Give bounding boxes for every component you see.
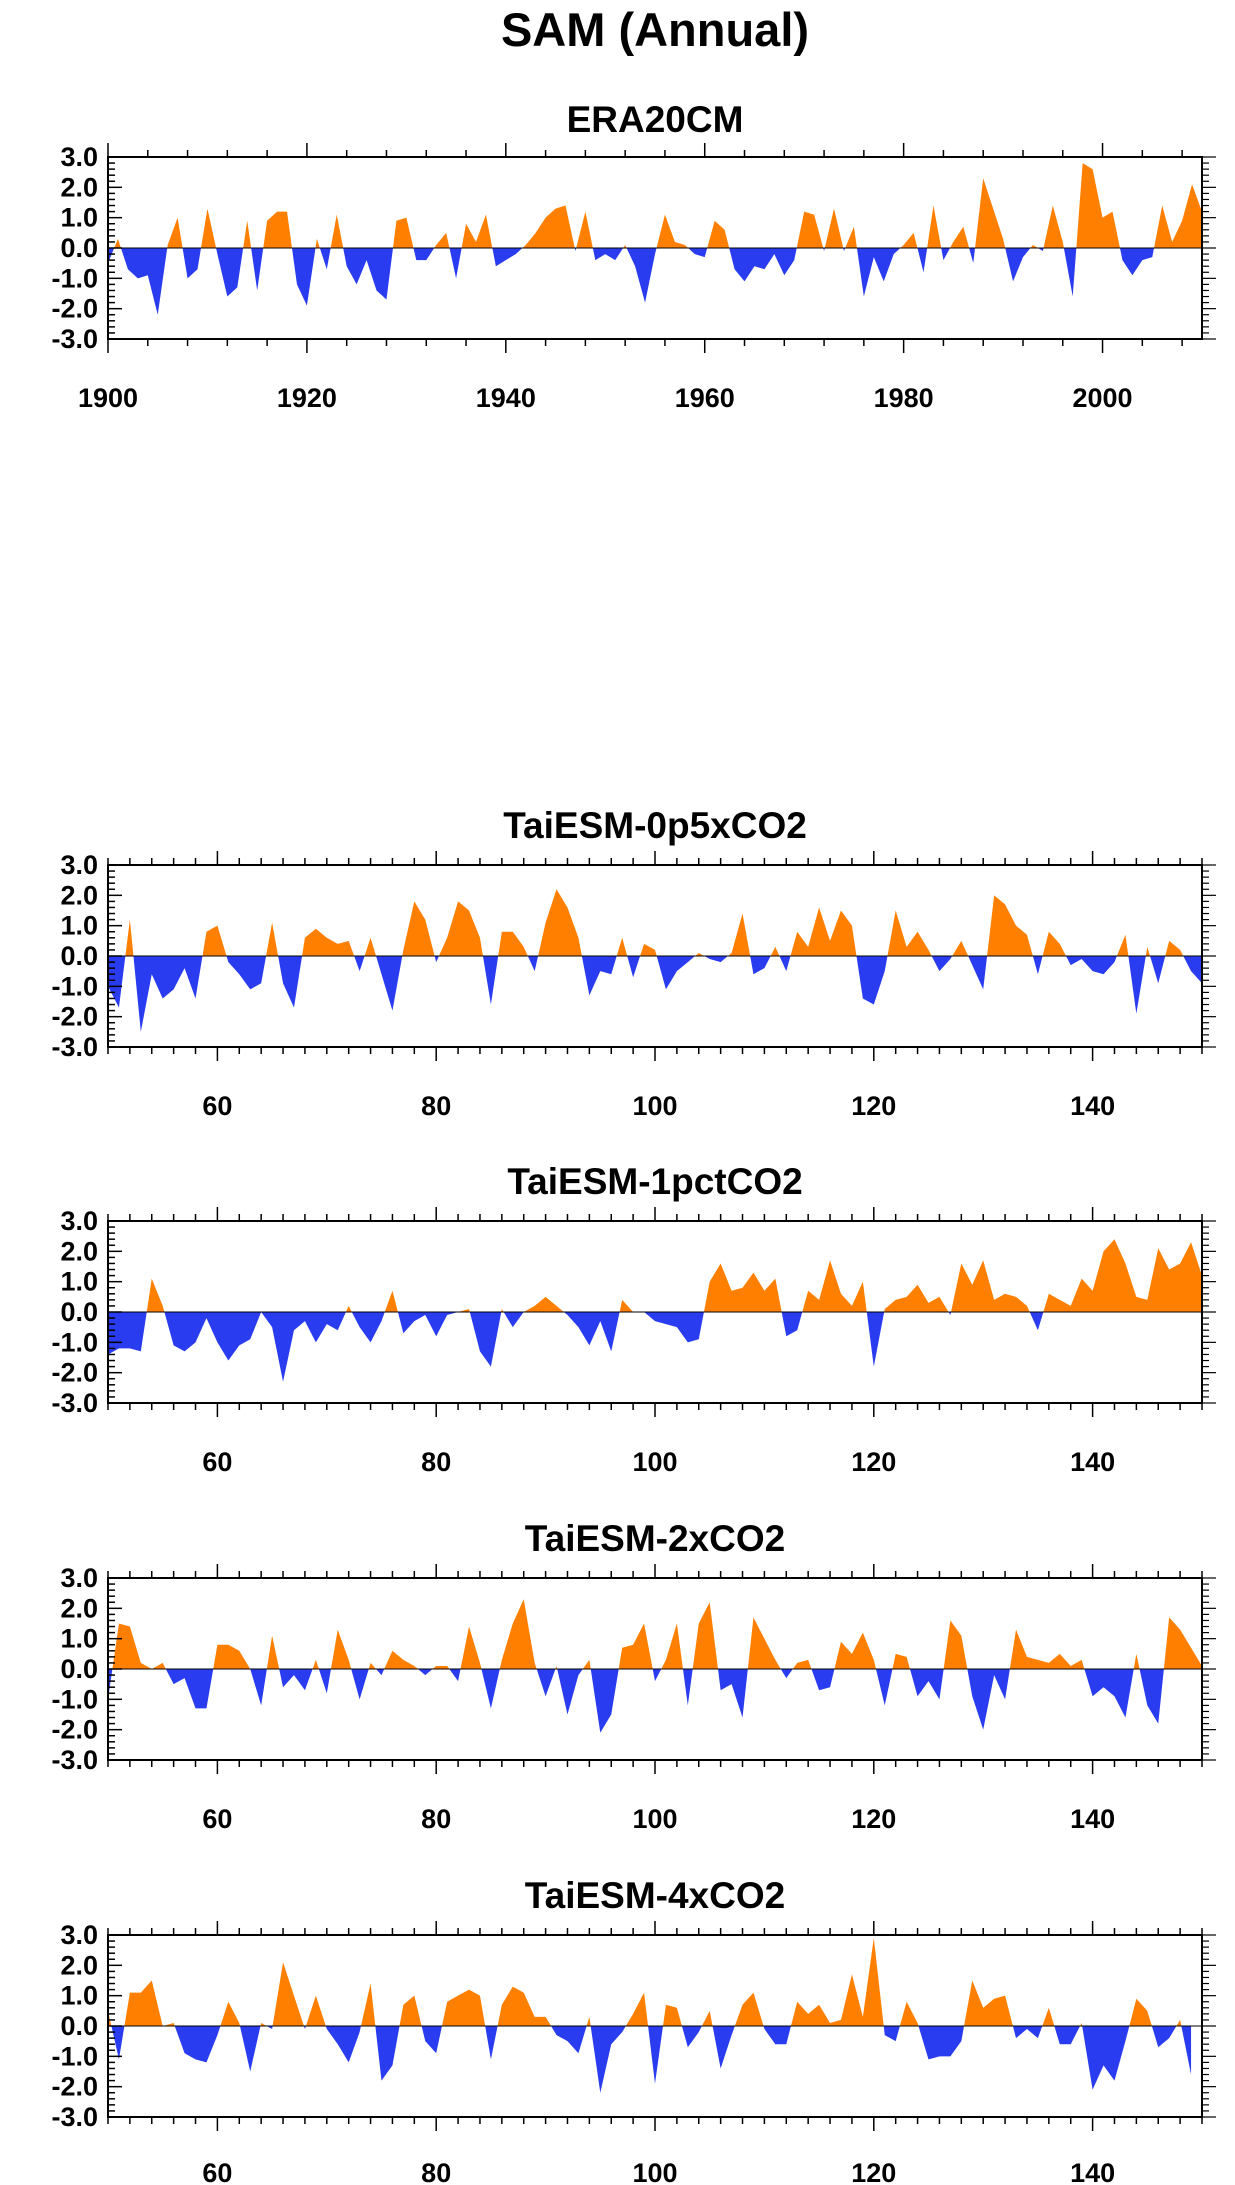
y-tick-label: -1.0	[51, 1327, 98, 1357]
negative-area	[108, 1669, 1164, 1733]
chart-panel-2: TaiESM-1pctCO2 3.02.01.00.0-1.0-2.0-3.0 60…	[51, 1161, 1216, 1477]
y-tick-label: 2.0	[60, 172, 98, 202]
panel-title: TaiESM-2xCO2	[525, 1518, 785, 1559]
panel-title: TaiESM-0p5xCO2	[503, 805, 807, 846]
negative-area	[108, 248, 1155, 315]
panel-title: TaiESM-1pctCO2	[507, 1161, 802, 1202]
y-tick-label: 1.0	[60, 203, 98, 233]
x-tick-label: 1920	[277, 383, 337, 413]
chart-panel-0: ERA20CM 3.02.01.00.0-1.0-2.0-3.0 1900 1920 1…	[51, 99, 1216, 413]
y-tick-label: 1.0	[60, 911, 98, 941]
y-tick-label: -1.0	[51, 2041, 98, 2071]
x-tick-label: 120	[851, 2158, 896, 2185]
x-tick-label: 80	[421, 1447, 451, 1477]
x-tick-label: 1960	[675, 383, 735, 413]
x-tick-label: 120	[851, 1804, 896, 1834]
y-tick-label: 3.0	[60, 850, 98, 880]
y-tick-label: 2.0	[60, 880, 98, 910]
chart-panel-3: TaiESM-2xCO2 3.02.01.00.0-1.0-2.0-3.0 60 80…	[51, 1518, 1216, 1834]
y-tick-label: 3.0	[60, 142, 98, 172]
x-tick-label: 140	[1070, 1091, 1115, 1121]
y-tick-label: -3.0	[51, 1745, 98, 1775]
panel-title: TaiESM-4xCO2	[525, 1875, 785, 1916]
positive-area	[146, 1239, 1202, 1312]
y-tick-label: 2.0	[60, 1236, 98, 1266]
y-tick-label: 0.0	[60, 941, 98, 971]
x-tick-label: 140	[1070, 2158, 1115, 2185]
x-tick-label: 140	[1070, 1447, 1115, 1477]
y-tick-label: 3.0	[60, 1206, 98, 1236]
chart-panel-1: TaiESM-0p5xCO2 3.02.01.00.0-1.0-2.0-3.0 60…	[51, 805, 1216, 1121]
x-tick-label: 100	[632, 2158, 677, 2185]
data-points	[107, 1239, 1202, 1383]
y-tick-label: -2.0	[51, 1358, 98, 1388]
x-tick-label: 60	[202, 1804, 232, 1834]
panel-title: ERA20CM	[567, 99, 744, 140]
y-tick-label: 0.0	[60, 2011, 98, 2041]
x-tick-label: 1940	[476, 383, 536, 413]
y-tick-label: 1.0	[60, 1981, 98, 2011]
x-tick-label: 60	[202, 2158, 232, 2185]
y-tick-label: 1.0	[60, 1267, 98, 1297]
y-tick-label: -2.0	[51, 1715, 98, 1745]
y-tick-label: 2.0	[60, 1950, 98, 1980]
positive-area	[114, 163, 1203, 248]
y-tick-label: 2.0	[60, 1593, 98, 1623]
y-tick-label: -1.0	[51, 1684, 98, 1714]
y-tick-label: -3.0	[51, 324, 98, 354]
y-tick-label: -2.0	[51, 2072, 98, 2102]
chart-panel-4: TaiESM-4xCO2 3.02.01.00.0-1.0-2.0-3.0 60 80…	[51, 1875, 1216, 2185]
negative-area	[108, 956, 1202, 1032]
figure-title: SAM (Annual)	[501, 3, 809, 56]
y-tick-label: -2.0	[51, 294, 98, 324]
y-tick-label: -3.0	[51, 2102, 98, 2132]
y-tick-label: 1.0	[60, 1624, 98, 1654]
y-tick-label: -2.0	[51, 1002, 98, 1032]
y-tick-label: 3.0	[60, 1920, 98, 1950]
positive-area	[108, 1938, 1182, 2026]
x-tick-label: 60	[202, 1091, 232, 1121]
y-tick-label: 0.0	[60, 1654, 98, 1684]
x-tick-label: 2000	[1073, 383, 1133, 413]
y-tick-label: 3.0	[60, 1563, 98, 1593]
negative-area	[108, 1312, 1044, 1382]
x-tick-label: 120	[851, 1447, 896, 1477]
positive-area	[112, 1599, 1202, 1669]
x-tick-label: 1980	[874, 383, 934, 413]
x-tick-label: 1900	[78, 383, 138, 413]
x-tick-label: 80	[421, 1091, 451, 1121]
y-tick-label: -3.0	[51, 1032, 98, 1062]
x-tick-label: 80	[421, 2158, 451, 2185]
negative-area	[111, 2026, 1192, 2093]
x-tick-label: 60	[202, 1447, 232, 1477]
x-tick-label: 100	[632, 1447, 677, 1477]
x-tick-label: 140	[1070, 1804, 1115, 1834]
x-tick-label: 100	[632, 1091, 677, 1121]
y-tick-label: -1.0	[51, 971, 98, 1001]
x-tick-label: 120	[851, 1091, 896, 1121]
y-tick-label: 0.0	[60, 233, 98, 263]
y-tick-label: -3.0	[51, 1388, 98, 1418]
y-tick-label: 0.0	[60, 1297, 98, 1327]
data-points	[107, 1937, 1191, 2093]
positive-area	[125, 889, 1184, 956]
x-tick-label: 80	[421, 1804, 451, 1834]
x-tick-label: 100	[632, 1804, 677, 1834]
y-tick-label: -1.0	[51, 263, 98, 293]
